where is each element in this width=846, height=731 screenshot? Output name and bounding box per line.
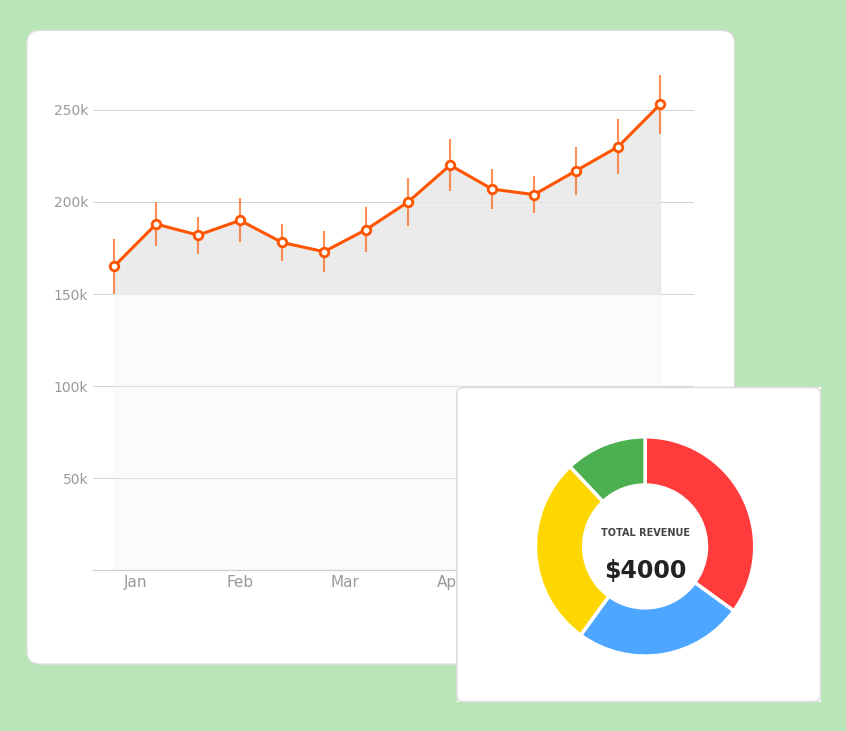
Point [360,224,373,235]
Wedge shape [580,583,733,656]
Wedge shape [570,437,645,501]
Point [569,164,583,176]
Point [191,230,205,241]
FancyBboxPatch shape [457,387,821,702]
Point [149,219,162,230]
Point [443,159,457,171]
Point [401,196,415,208]
Wedge shape [536,466,609,635]
FancyBboxPatch shape [27,31,734,664]
Point [233,214,247,226]
Point [107,260,121,272]
Point [275,237,288,249]
Point [653,99,667,110]
Point [527,189,541,200]
Point [486,183,499,195]
Text: $4000: $4000 [604,558,686,583]
Point [612,141,625,153]
Wedge shape [645,437,755,611]
Point [317,246,331,257]
Text: TOTAL REVENUE: TOTAL REVENUE [601,529,689,538]
